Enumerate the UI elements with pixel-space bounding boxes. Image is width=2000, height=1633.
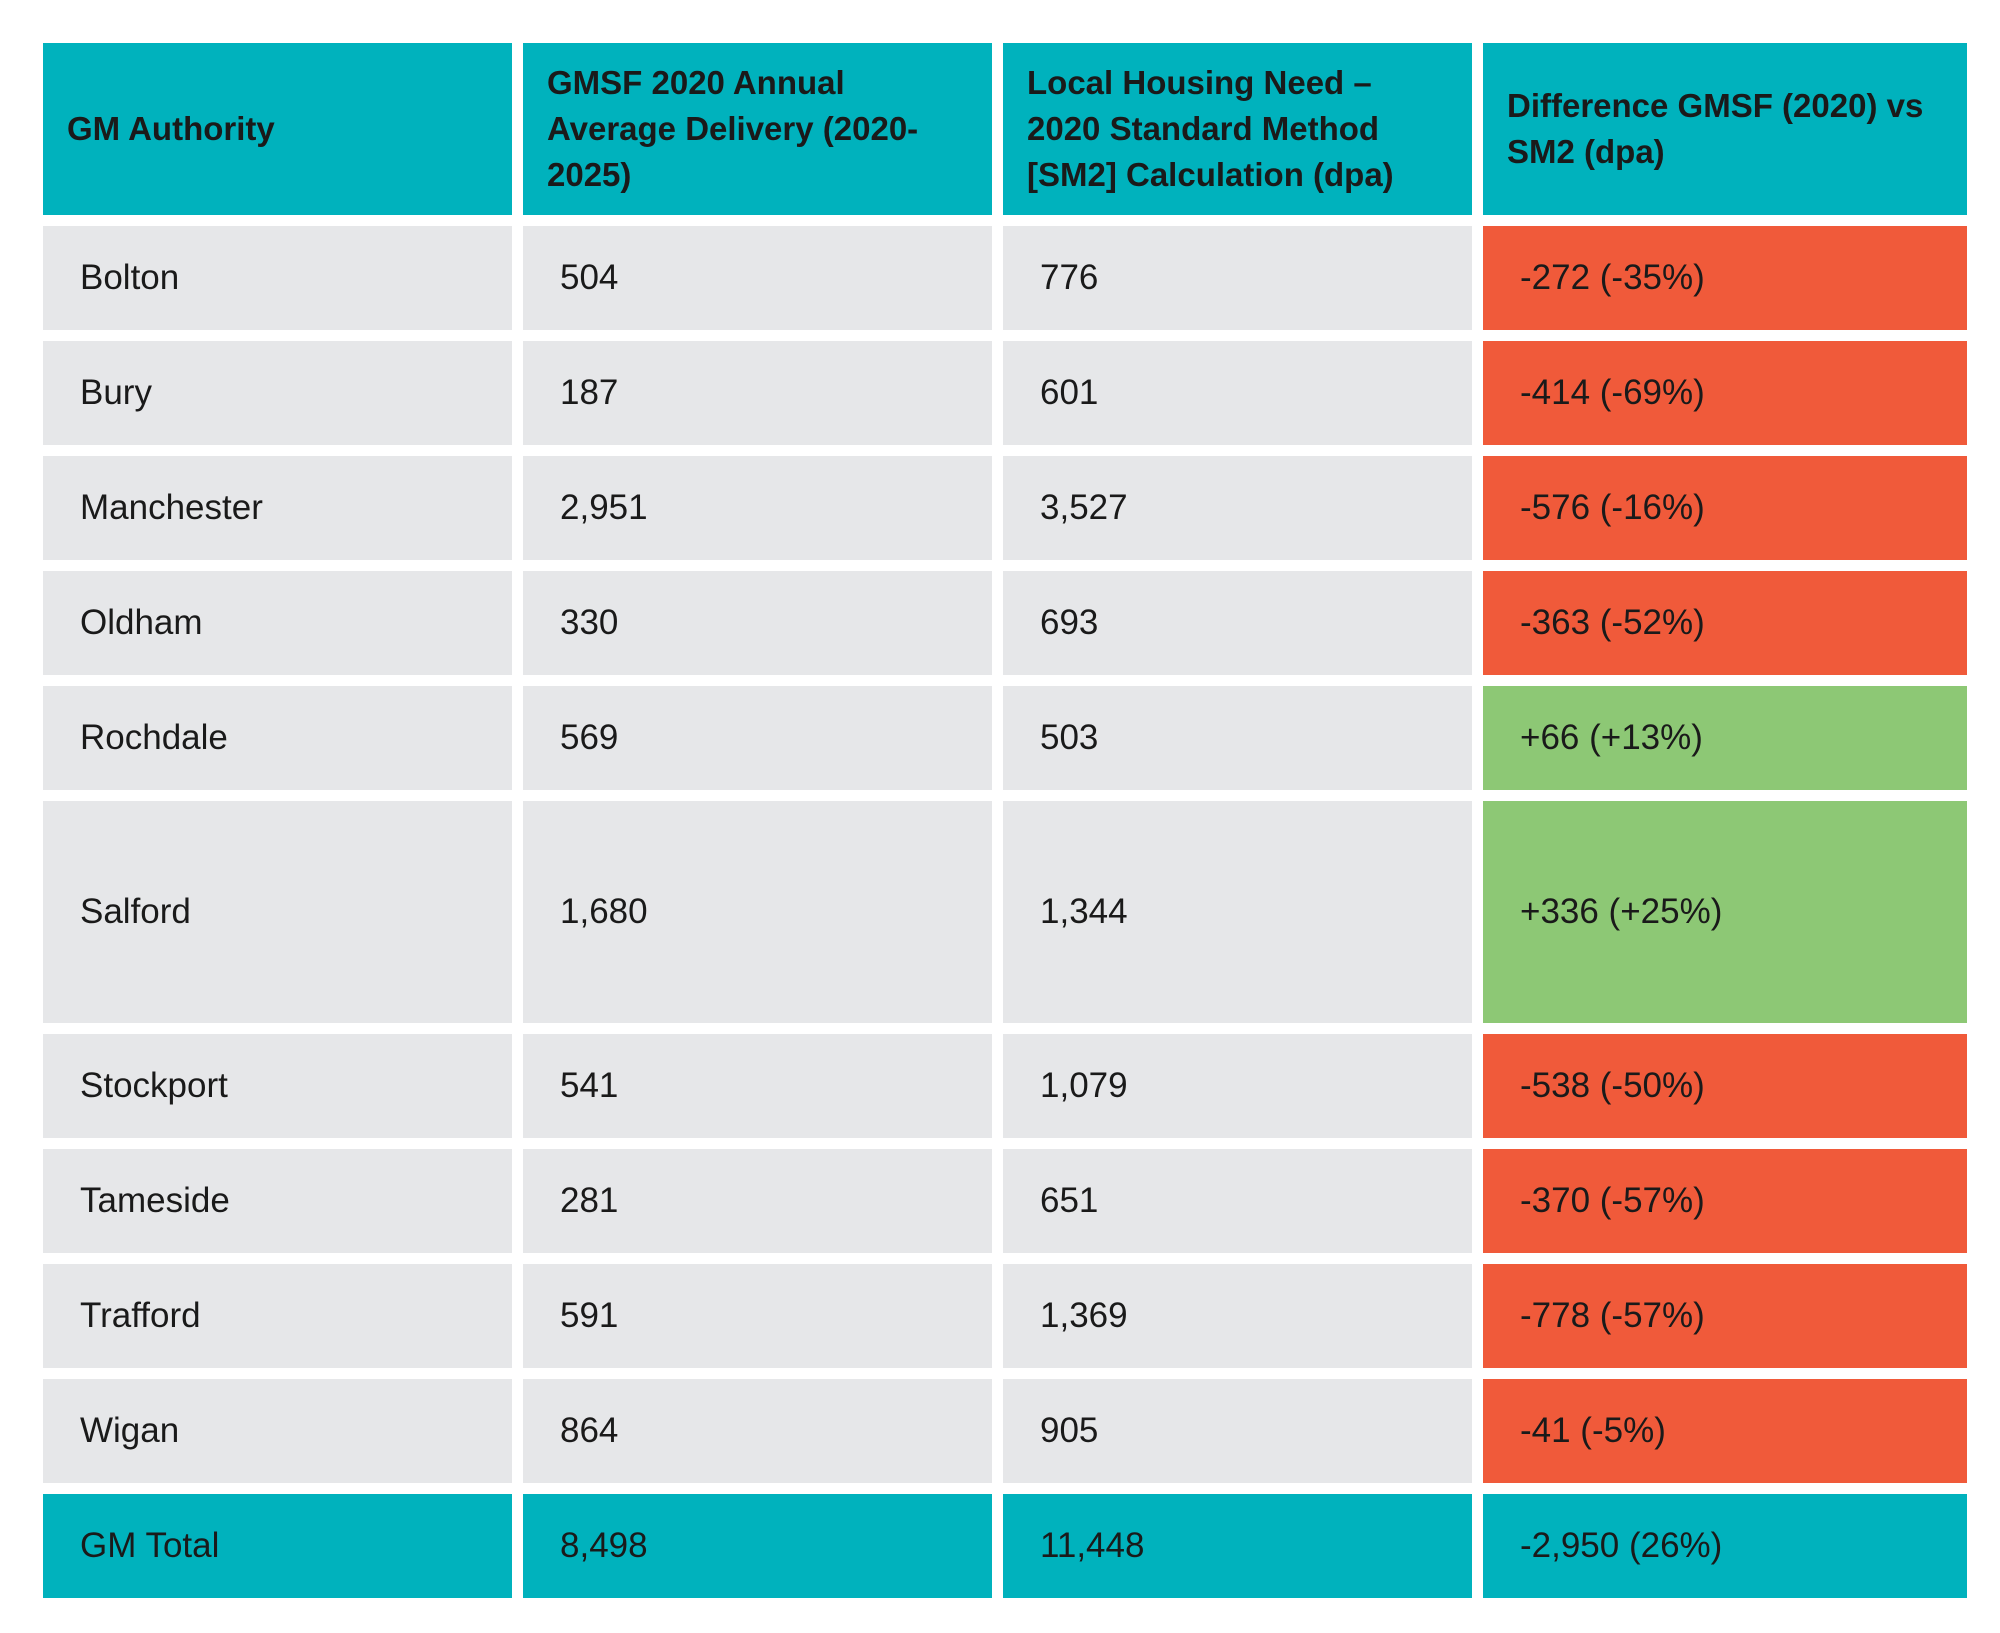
row-authority-cell: Tameside bbox=[43, 1149, 512, 1253]
row-authority-cell: Manchester bbox=[43, 456, 512, 560]
row-difference-cell: +336 (+25%) bbox=[1483, 801, 1967, 1023]
row-lhn-cell: 1,344 bbox=[1003, 801, 1472, 1023]
total-authority-cell: GM Total bbox=[43, 1494, 512, 1598]
row-difference-cell: -363 (-52%) bbox=[1483, 571, 1967, 675]
row-difference-cell: -576 (-16%) bbox=[1483, 456, 1967, 560]
row-lhn-cell: 651 bbox=[1003, 1149, 1472, 1253]
row-gmsf-cell: 281 bbox=[523, 1149, 992, 1253]
row-lhn-cell: 1,079 bbox=[1003, 1034, 1472, 1138]
row-difference-cell: -414 (-69%) bbox=[1483, 341, 1967, 445]
row-authority-cell: Bury bbox=[43, 341, 512, 445]
row-difference-cell: -538 (-50%) bbox=[1483, 1034, 1967, 1138]
row-gmsf-cell: 1,680 bbox=[523, 801, 992, 1023]
row-lhn-cell: 601 bbox=[1003, 341, 1472, 445]
header-local-housing-need: Local Housing Need – 2020 Standard Metho… bbox=[1003, 43, 1472, 215]
row-difference-cell: -272 (-35%) bbox=[1483, 226, 1967, 330]
row-gmsf-cell: 591 bbox=[523, 1264, 992, 1368]
total-gmsf-cell: 8,498 bbox=[523, 1494, 992, 1598]
housing-comparison-table: GM Authority GMSF 2020 Annual Average De… bbox=[43, 43, 1967, 1598]
row-gmsf-cell: 864 bbox=[523, 1379, 992, 1483]
row-gmsf-cell: 569 bbox=[523, 686, 992, 790]
total-lhn-cell: 11,448 bbox=[1003, 1494, 1472, 1598]
row-difference-cell: -41 (-5%) bbox=[1483, 1379, 1967, 1483]
total-difference-cell: -2,950 (26%) bbox=[1483, 1494, 1967, 1598]
row-authority-cell: Trafford bbox=[43, 1264, 512, 1368]
row-authority-cell: Salford bbox=[43, 801, 512, 1023]
row-gmsf-cell: 504 bbox=[523, 226, 992, 330]
row-authority-cell: Bolton bbox=[43, 226, 512, 330]
row-difference-cell: +66 (+13%) bbox=[1483, 686, 1967, 790]
row-lhn-cell: 693 bbox=[1003, 571, 1472, 675]
row-difference-cell: -370 (-57%) bbox=[1483, 1149, 1967, 1253]
row-authority-cell: Wigan bbox=[43, 1379, 512, 1483]
header-authority: GM Authority bbox=[43, 43, 512, 215]
row-lhn-cell: 503 bbox=[1003, 686, 1472, 790]
row-lhn-cell: 1,369 bbox=[1003, 1264, 1472, 1368]
row-authority-cell: Rochdale bbox=[43, 686, 512, 790]
row-lhn-cell: 776 bbox=[1003, 226, 1472, 330]
header-gmsf-delivery: GMSF 2020 Annual Average Delivery (2020-… bbox=[523, 43, 992, 215]
row-authority-cell: Oldham bbox=[43, 571, 512, 675]
row-lhn-cell: 3,527 bbox=[1003, 456, 1472, 560]
row-gmsf-cell: 541 bbox=[523, 1034, 992, 1138]
row-gmsf-cell: 2,951 bbox=[523, 456, 992, 560]
header-difference: Difference GMSF (2020) vs SM2 (dpa) bbox=[1483, 43, 1967, 215]
row-gmsf-cell: 330 bbox=[523, 571, 992, 675]
row-lhn-cell: 905 bbox=[1003, 1379, 1472, 1483]
row-difference-cell: -778 (-57%) bbox=[1483, 1264, 1967, 1368]
row-authority-cell: Stockport bbox=[43, 1034, 512, 1138]
row-gmsf-cell: 187 bbox=[523, 341, 992, 445]
